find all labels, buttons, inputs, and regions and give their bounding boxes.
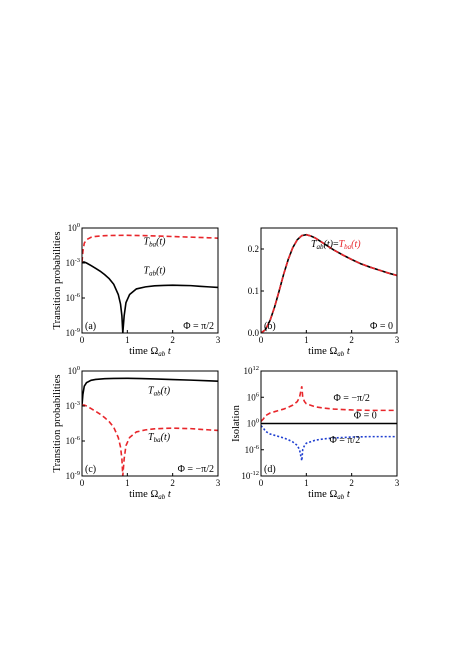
y-tick-label: 10-3 xyxy=(66,400,80,411)
panel-label: (a) xyxy=(85,321,96,332)
x-tick-label: 2 xyxy=(170,335,175,345)
x-tick-label: 1 xyxy=(304,335,309,345)
panel-b: 0 1 2 3 0.0 0.1 0.2 time Ωab t (b) Φ = 0 Tab(t)=Tb… xyxy=(248,227,400,358)
y-tick-label: 100 xyxy=(68,365,80,376)
x-tick-label: 2 xyxy=(170,478,175,488)
x-tick-label: 3 xyxy=(395,335,400,345)
panel-label: (c) xyxy=(85,464,96,475)
x-tick-label: 3 xyxy=(216,335,221,345)
plot-frame xyxy=(81,227,219,334)
panel-label: (d) xyxy=(264,464,276,475)
x-tick-label: 0 xyxy=(259,335,264,345)
y-tick-label: 10-3 xyxy=(66,257,80,268)
y-tick-label: 100 xyxy=(247,418,259,429)
y-tick-label: 0.0 xyxy=(248,328,260,338)
x-axis-label: time Ωab t xyxy=(129,489,172,501)
x-tick-label: 3 xyxy=(395,478,400,488)
x-tick-label: 0 xyxy=(80,478,85,488)
x-axis-label: time Ωab t xyxy=(308,489,351,501)
y-tick-label: 1012 xyxy=(244,365,260,376)
series-name-label: Φ = −π/2 xyxy=(333,393,369,404)
y-tick-label: 100 xyxy=(68,222,80,233)
phi-label: Φ = π/2 xyxy=(183,321,214,332)
y-tick-label: 10-9 xyxy=(66,327,80,338)
series-line-1 xyxy=(82,377,218,406)
x-tick-label: 1 xyxy=(304,478,309,488)
series-annotation: Tba(t) xyxy=(144,236,167,248)
x-tick-label: 0 xyxy=(259,478,264,488)
y-tick-label: 10-6 xyxy=(66,435,81,446)
phi-label: Φ = −π/2 xyxy=(178,464,214,475)
panel-d: 0 1 2 3 1012 106 100 10-6 10-12 time Ωab t Isolati… xyxy=(231,365,400,501)
series-line-2 xyxy=(82,234,218,263)
series-name-label: Φ = 0 xyxy=(354,411,377,422)
series-annotation: Tba(t) xyxy=(148,432,171,444)
series-line-3 xyxy=(261,425,397,461)
series-line-1 xyxy=(82,261,218,333)
plot-frame xyxy=(260,227,398,334)
x-tick-label: 1 xyxy=(125,478,130,488)
x-axis-label: time Ωab t xyxy=(129,346,172,358)
y-tick-label: 0.1 xyxy=(248,286,259,296)
panel-label: (b) xyxy=(264,321,276,332)
y-tick-label: 10-6 xyxy=(245,444,260,455)
y-tick-label: 106 xyxy=(247,391,260,402)
series-name-label: Φ = π/2 xyxy=(329,435,360,446)
y-axis-label: Transition probabilities xyxy=(52,232,63,330)
x-tick-label: 2 xyxy=(349,478,354,488)
y-axis-label: Isolation xyxy=(231,404,242,441)
plot-frame xyxy=(81,370,219,477)
panel-a: 0 1 2 3 100 10-3 10-6 10-9 time Ωab t Transition … xyxy=(52,222,221,358)
series-annotation: Tab(t)=Tba(t) xyxy=(311,239,361,251)
x-tick-label: 2 xyxy=(349,335,354,345)
x-tick-label: 1 xyxy=(125,335,130,345)
y-tick-label: 0.2 xyxy=(248,244,259,254)
y-tick-label: 10-6 xyxy=(66,292,81,303)
x-axis-label: time Ωab t xyxy=(308,346,351,358)
y-axis-label: Transition probabilities xyxy=(52,375,63,473)
y-tick-label: 10-9 xyxy=(66,470,80,481)
series-line-2 xyxy=(261,233,397,333)
y-tick-label: 10-12 xyxy=(241,470,259,481)
series-annotation: Tab(t) xyxy=(148,385,171,397)
series-line-2 xyxy=(82,404,218,476)
phi-label: Φ = 0 xyxy=(370,321,393,332)
x-tick-label: 0 xyxy=(80,335,85,345)
panel-c: 0 1 2 3 100 10-3 10-6 10-9 time Ωab t Transition … xyxy=(52,365,221,501)
x-tick-label: 3 xyxy=(216,478,221,488)
series-annotation: Tab(t) xyxy=(144,266,167,278)
